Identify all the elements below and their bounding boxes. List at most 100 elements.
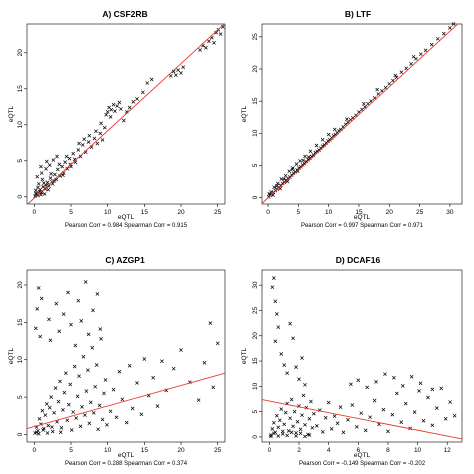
- data-point: [196, 398, 201, 402]
- data-point: [76, 298, 81, 303]
- axis-ticks: 0 5 10 15 20 25 30 0 5 10 15 20 25: [252, 33, 454, 216]
- x-tick-label: 4: [327, 447, 331, 454]
- data-point: [58, 379, 62, 384]
- data-point: [47, 317, 51, 322]
- x-tick-label: 20: [386, 209, 394, 216]
- data-point: [326, 132, 331, 137]
- data-point: [88, 400, 93, 405]
- scatter-points: [33, 25, 225, 198]
- data-point: [285, 433, 290, 438]
- data-point: [272, 276, 276, 280]
- data-point: [346, 417, 350, 422]
- data-point: [374, 379, 378, 384]
- plot-frame: [261, 23, 463, 205]
- y-tick-label: 20: [252, 332, 259, 340]
- data-point: [372, 398, 377, 403]
- data-point: [44, 402, 49, 406]
- data-point: [87, 421, 92, 426]
- data-point: [282, 422, 287, 427]
- x-tick-label: 25: [214, 447, 222, 454]
- data-point: [120, 397, 125, 402]
- data-point: [56, 399, 61, 404]
- data-point: [418, 381, 423, 386]
- data-point: [443, 416, 448, 421]
- data-point: [303, 434, 307, 439]
- data-point: [309, 399, 313, 404]
- data-point: [115, 104, 120, 108]
- data-point: [306, 155, 311, 159]
- y-tick-label: 5: [252, 163, 259, 167]
- data-point: [386, 429, 390, 434]
- data-point: [439, 386, 444, 391]
- data-point: [83, 413, 87, 417]
- data-point: [391, 78, 395, 83]
- data-point: [202, 360, 207, 365]
- data-point: [33, 192, 38, 196]
- y-axis-label: eQTL: [241, 347, 248, 364]
- data-point: [96, 427, 100, 432]
- data-point: [361, 101, 366, 106]
- data-point: [350, 403, 355, 407]
- data-point: [47, 163, 52, 167]
- y-tick-label: 15: [17, 318, 24, 326]
- data-point: [73, 343, 78, 348]
- y-tick-label: 5: [17, 159, 24, 163]
- data-point: [411, 54, 416, 59]
- data-point: [36, 181, 41, 186]
- data-point: [98, 327, 103, 331]
- data-point: [78, 154, 83, 159]
- spearman-value: 0.374: [172, 461, 188, 467]
- pearson-value: 0.288: [107, 461, 123, 467]
- data-point: [329, 426, 334, 431]
- data-point: [294, 365, 298, 369]
- y-tick-label: 10: [252, 382, 259, 390]
- data-point: [49, 171, 54, 176]
- data-point: [46, 423, 51, 428]
- data-point: [43, 187, 48, 191]
- data-point: [45, 431, 50, 435]
- data-point: [291, 171, 296, 175]
- data-point: [214, 30, 219, 35]
- panel-title: D) DCAF16: [336, 255, 381, 265]
- data-point: [399, 420, 404, 425]
- data-point: [332, 414, 337, 419]
- data-point: [91, 410, 96, 415]
- data-point: [392, 375, 396, 380]
- data-point: [269, 433, 273, 437]
- x-tick-label: 10: [104, 447, 112, 454]
- data-point: [36, 286, 41, 290]
- data-point: [66, 402, 71, 407]
- data-point: [272, 420, 276, 425]
- y-tick-label: 10: [17, 121, 24, 129]
- data-point: [86, 332, 91, 337]
- scatter-points: [269, 276, 457, 439]
- data-point: [121, 118, 126, 123]
- data-point: [48, 338, 53, 343]
- data-point: [155, 404, 160, 408]
- data-point: [111, 387, 116, 392]
- data-point: [359, 411, 364, 416]
- data-point: [212, 40, 216, 45]
- data-point: [33, 188, 38, 193]
- data-point: [74, 416, 78, 420]
- data-point: [127, 105, 132, 110]
- data-point: [105, 422, 109, 427]
- data-point: [272, 185, 276, 190]
- data-point: [42, 192, 47, 196]
- correlation-label: Pearson Corr = 0.984 Spearman Corr = 0.9…: [65, 223, 188, 229]
- data-point: [399, 70, 404, 75]
- data-point: [290, 167, 295, 172]
- data-point: [282, 363, 287, 367]
- x-tick-label: 5: [297, 209, 301, 216]
- data-point: [430, 387, 435, 392]
- data-point: [97, 403, 102, 408]
- data-point: [400, 383, 405, 388]
- data-point: [301, 158, 306, 163]
- data-point: [363, 428, 368, 433]
- data-point: [341, 430, 346, 435]
- x-tick-label: 2: [297, 447, 301, 454]
- data-point: [314, 423, 319, 428]
- plot-frame: [261, 269, 463, 443]
- y-tick-label: 0: [252, 435, 259, 439]
- data-point: [307, 416, 312, 421]
